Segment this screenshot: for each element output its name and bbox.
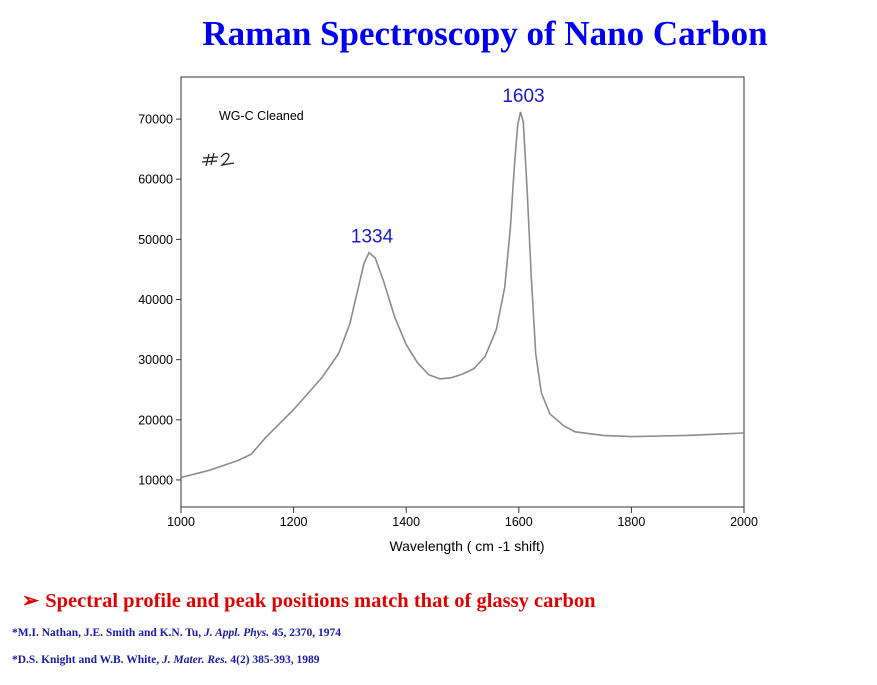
x-tick-label: 2000 (730, 515, 758, 529)
raman-spectrum-chart: 1000 1200 1400 1600 1800 2000 10000 20000 30000… (138, 76, 758, 554)
y-tick-label: 50000 (138, 233, 173, 247)
conclusion-text: Spectral profile and peak positions matc… (45, 590, 596, 612)
reference-2-details: 4(2) 385-393, 1989 (230, 654, 320, 666)
reference-1-journal: J. Appl. Phys. (204, 627, 270, 639)
conclusion-bullet: ➢ Spectral profile and peak positions mat… (22, 588, 596, 613)
spectrum-line (180, 111, 745, 479)
bullet-arrow-icon: ➢ (22, 590, 40, 612)
x-tick-label: 1600 (505, 515, 533, 529)
reference-1-details: 45, 2370, 1974 (272, 627, 341, 639)
reference-2-journal: J. Mater. Res. (161, 654, 228, 666)
reference-1: *M.I. Nathan, J.E. Smith and K.N. Tu, J.… (12, 627, 341, 639)
peak-label-1603: 1603 (502, 86, 544, 107)
y-tick-label: 40000 (138, 293, 173, 307)
reference-1-authors: *M.I. Nathan, J.E. Smith and K.N. Tu, (12, 627, 202, 639)
x-tick-label: 1800 (617, 515, 645, 529)
y-tick-label: 60000 (138, 173, 173, 187)
y-tick-label: 10000 (138, 473, 173, 487)
x-tick-label: 1400 (392, 515, 420, 529)
sample-label: WG-C Cleaned (219, 109, 304, 123)
x-tick-label: 1000 (167, 515, 195, 529)
peak-labels: 1334 1603 (351, 86, 545, 248)
slide-title: Raman Spectroscopy of Nano Carbon (202, 14, 768, 53)
peak-label-1334: 1334 (351, 227, 394, 248)
plot-frame (180, 76, 745, 508)
y-tick-label: 30000 (138, 353, 173, 367)
y-tick-label: 70000 (138, 113, 173, 127)
reference-2: *D.S. Knight and W.B. White, J. Mater. R… (12, 654, 319, 666)
handwritten-note-#2 (201, 152, 235, 167)
y-axis-ticks: 10000 20000 30000 40000 50000 60000 70000 (138, 113, 181, 487)
y-tick-label: 20000 (138, 413, 173, 427)
x-tick-label: 1200 (280, 515, 308, 529)
x-axis-title: Wavelength ( cm -1 shift) (389, 538, 544, 554)
x-axis-ticks: 1000 1200 1400 1600 1800 2000 (167, 507, 758, 529)
reference-2-authors: *D.S. Knight and W.B. White, (12, 654, 160, 666)
